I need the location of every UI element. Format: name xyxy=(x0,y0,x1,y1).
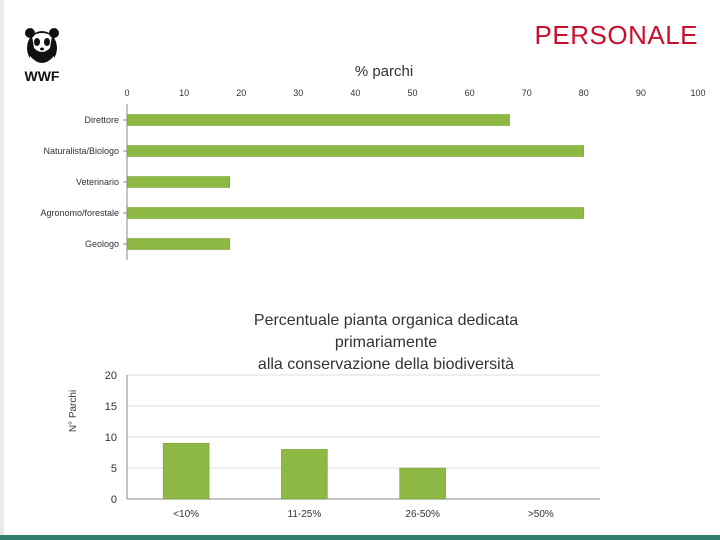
panda-icon xyxy=(25,28,59,66)
x-tick-label: 60 xyxy=(465,88,475,98)
bar xyxy=(162,442,210,500)
x-tick-label: 10 xyxy=(179,88,189,98)
category-label: Direttore xyxy=(84,115,119,125)
chart2-title-line: primariamente xyxy=(335,334,437,351)
bottom-rule xyxy=(0,535,720,540)
x-tick-label: 20 xyxy=(236,88,246,98)
bar xyxy=(126,207,585,219)
y-tick-label: 15 xyxy=(105,401,117,413)
slide-title: PERSONALE xyxy=(534,20,698,50)
logo-text: WWF xyxy=(24,68,60,84)
category-label: 26-50% xyxy=(405,509,440,520)
left-accent-strip xyxy=(0,0,4,540)
chart2-title-line: alla conservazione della biodiversità xyxy=(258,356,514,373)
bar xyxy=(126,176,231,188)
bar xyxy=(281,449,328,500)
category-label: Veterinario xyxy=(76,177,119,187)
x-tick-label: 90 xyxy=(636,88,646,98)
bar xyxy=(126,114,510,126)
x-tick-label: 0 xyxy=(124,88,129,98)
bar xyxy=(126,145,585,157)
bar xyxy=(399,467,446,500)
y-axis-label: N° Parchi xyxy=(68,390,79,432)
x-tick-label: 80 xyxy=(579,88,589,98)
x-tick-label: 30 xyxy=(293,88,303,98)
chart1-title: % parchi xyxy=(355,63,413,80)
wwf-logo: WWF xyxy=(20,26,64,86)
y-tick-label: 5 xyxy=(111,463,117,475)
y-tick-label: 20 xyxy=(105,370,117,382)
category-label: >50% xyxy=(528,509,554,520)
x-tick-label: 50 xyxy=(407,88,417,98)
y-tick-label: 10 xyxy=(105,432,117,444)
horizontal-bar-chart: % parchi 0 10 20 30 40 50 60 70 80 90 100 Direttore N… xyxy=(40,63,706,260)
bar xyxy=(126,238,231,250)
x-tick-label: 100 xyxy=(690,88,705,98)
category-label: <10% xyxy=(173,509,199,520)
chart2-title-line: Percentuale pianta organica dedicata xyxy=(254,312,518,329)
category-label: 11-25% xyxy=(288,509,322,520)
x-tick-label: 40 xyxy=(350,88,360,98)
category-label: Naturalista/Biologo xyxy=(43,146,119,156)
x-tick-label: 70 xyxy=(522,88,532,98)
category-label: Geologo xyxy=(85,239,119,249)
vertical-bar-chart: Percentuale pianta organica dedicata prim… xyxy=(68,312,600,520)
y-tick-label: 0 xyxy=(111,494,117,506)
category-label: Agronomo/forestale xyxy=(40,208,119,218)
